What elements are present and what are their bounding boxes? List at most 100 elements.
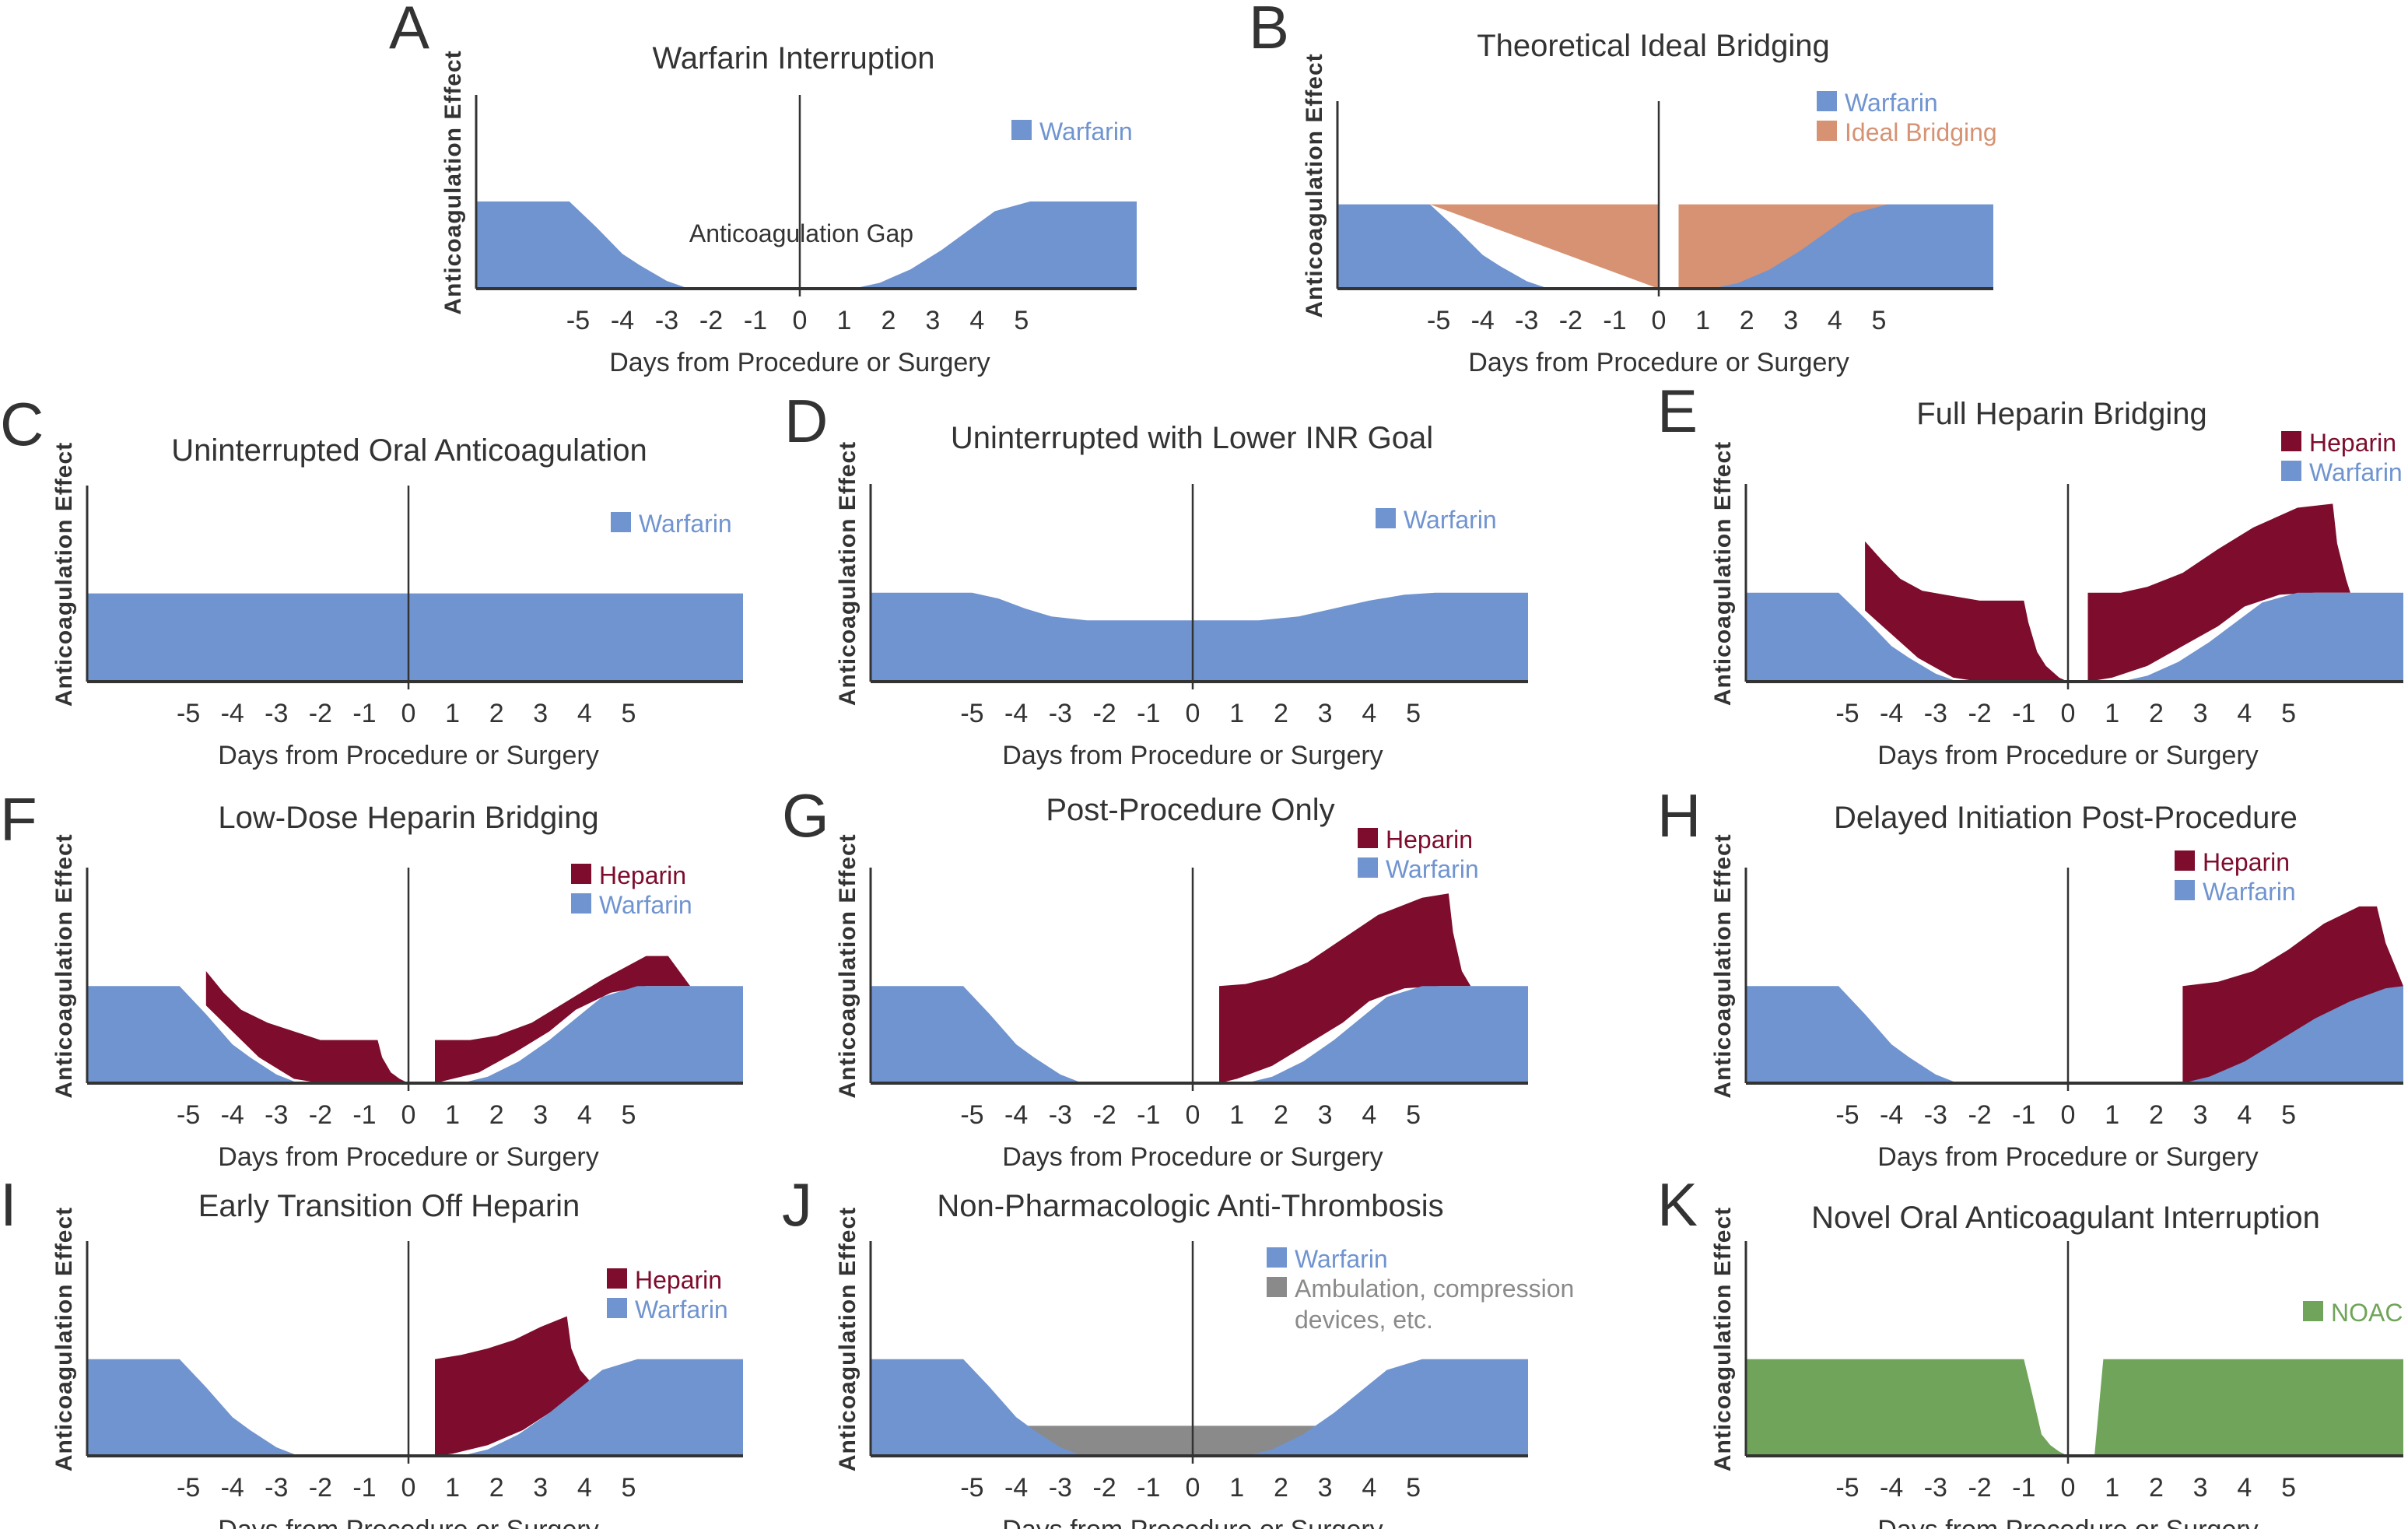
x-tick-label: 0 [2061,1100,2076,1130]
x-tick-label: 4 [577,1473,592,1503]
x-tick-label: 1 [2105,1100,2119,1130]
x-tick-label: 1 [445,1473,460,1503]
panel-e: -5 -4 -3 -2 -1 0 1 2 3 4 5 Days from Procedure or S… [1657,377,2403,770]
panel-f: -5 -4 -3 -2 -1 0 1 2 3 4 5 Days from Procedure or S… [0,785,743,1172]
x-tick-label: 2 [2149,1473,2164,1503]
x-tick-label: 0 [401,1473,416,1503]
legend-label: Ideal Bridging [1845,118,1997,146]
area-warfarin [1746,592,2403,682]
legend-label: Warfarin [1295,1245,1388,1273]
y-axis-label: Anticoagulation Effect [835,441,861,706]
legend-item-ambulation-compression-devices-etc: Ambulation, compression devices, etc. [1267,1275,1574,1334]
x-tick-label: -5 [1427,306,1450,335]
area-warfarin [871,1359,1528,1456]
x-tick-label: -2 [309,1100,332,1130]
area-heparin-1 [205,971,408,1083]
x-tick-label: -4 [1004,1473,1028,1503]
x-axis-label: Days from Procedure or Surgery [218,1142,598,1172]
legend-item-warfarin: Warfarin [1011,117,1133,146]
x-tick-label: -5 [960,1473,983,1503]
area-warfarin [87,986,743,1083]
x-tick-label: 3 [2193,1100,2208,1130]
x-tick-label: -4 [1004,699,1028,728]
panel-letter: A [389,0,429,61]
area-heparin-1 [1219,893,1471,1083]
x-tick-label: -2 [1968,1473,1991,1503]
x-tick-label: 3 [533,1473,548,1503]
x-tick-label: -5 [177,1100,200,1130]
legend-swatch [571,893,591,914]
x-tick-label: -4 [1880,1473,1903,1503]
x-tick-label: -2 [1092,1100,1116,1130]
x-tick-label: -4 [1880,1100,1903,1130]
panel-letter: D [784,387,828,455]
x-tick-label: 5 [621,699,636,728]
legend-swatch [1817,121,1837,141]
legend-label: NOAC [2331,1299,2403,1327]
x-tick-label: 3 [925,306,940,335]
legend-item-warfarin: Warfarin [1817,89,1938,117]
x-tick-label: -4 [1471,306,1495,335]
x-axis-label: Days from Procedure or Surgery [1468,348,1849,377]
x-tick-label: 4 [1362,699,1376,728]
panel-title: Delayed Initiation Post-Procedure [1834,801,2298,835]
legend-swatch [1011,120,1032,140]
legend-label: devices, etc. [1295,1306,1433,1334]
legend-label: Heparin [2309,429,2396,457]
x-tick-label: 4 [969,306,984,335]
legend-swatch [2175,850,2195,871]
x-tick-label: 0 [1652,306,1667,335]
legend-swatch [1376,508,1396,528]
x-tick-label: 4 [577,699,592,728]
panel-title: Non-Pharmacologic Anti-Thrombosis [937,1189,1443,1223]
legend-label: Warfarin [599,891,692,919]
panel-title: Early Transition Off Heparin [198,1189,580,1223]
x-tick-label: 1 [2105,1473,2119,1503]
x-tick-label: 2 [881,306,896,335]
x-tick-label: -1 [1137,1100,1160,1130]
x-tick-label: -3 [265,1100,288,1130]
area-warfarin [87,593,743,682]
x-tick-label: 0 [2061,699,2076,728]
x-tick-label: 0 [401,699,416,728]
legend-item-ideal-bridging: Ideal Bridging [1817,118,1997,146]
x-tick-label: 5 [2281,1473,2296,1503]
area-heparin-1 [1865,541,2068,682]
area-noac-1 [1746,1359,2068,1456]
x-tick-label: -3 [1924,1473,1947,1503]
x-tick-label: -5 [566,306,590,335]
x-tick-label: 5 [621,1473,636,1503]
legend-swatch [1267,1247,1287,1268]
x-tick-label: -3 [1515,306,1538,335]
legend-swatch [1358,828,1378,848]
x-tick-label: -3 [1924,699,1947,728]
panel-title: Theoretical Ideal Bridging [1477,29,1830,63]
x-tick-label: 5 [1871,306,1886,335]
x-axis-label: Days from Procedure or Surgery [1002,741,1383,770]
area-ambulation-compression-devices-etc-1 [1025,1426,1334,1456]
x-tick-label: -4 [1880,699,1903,728]
legend-swatch [611,512,631,532]
legend-label: Warfarin [635,1296,728,1324]
x-tick-label: -3 [265,1473,288,1503]
panel-d: -5 -4 -3 -2 -1 0 1 2 3 4 5 Days from Procedure or S… [784,387,1528,770]
y-axis-label: Anticoagulation Effect [51,833,77,1098]
legend-swatch [2281,461,2301,481]
x-tick-label: -5 [1835,1473,1859,1503]
y-axis-label: Anticoagulation Effect [835,1207,861,1471]
x-tick-label: -5 [177,699,200,728]
y-axis-label: Anticoagulation Effect [51,442,77,707]
x-tick-label: 2 [2149,1100,2164,1130]
area-warfarin [1337,204,1993,289]
x-tick-label: 3 [533,1100,548,1130]
x-tick-label: 5 [1406,1473,1421,1503]
x-tick-label: -1 [1603,306,1626,335]
x-tick-label: 3 [2193,1473,2208,1503]
x-tick-label: 2 [1274,699,1288,728]
y-axis-label: Anticoagulation Effect [1710,833,1736,1098]
x-tick-label: 5 [2281,1100,2296,1130]
legend-item-warfarin: Warfarin [2281,458,2403,486]
legend-swatch [1817,91,1837,111]
panel-letter: B [1249,0,1289,61]
